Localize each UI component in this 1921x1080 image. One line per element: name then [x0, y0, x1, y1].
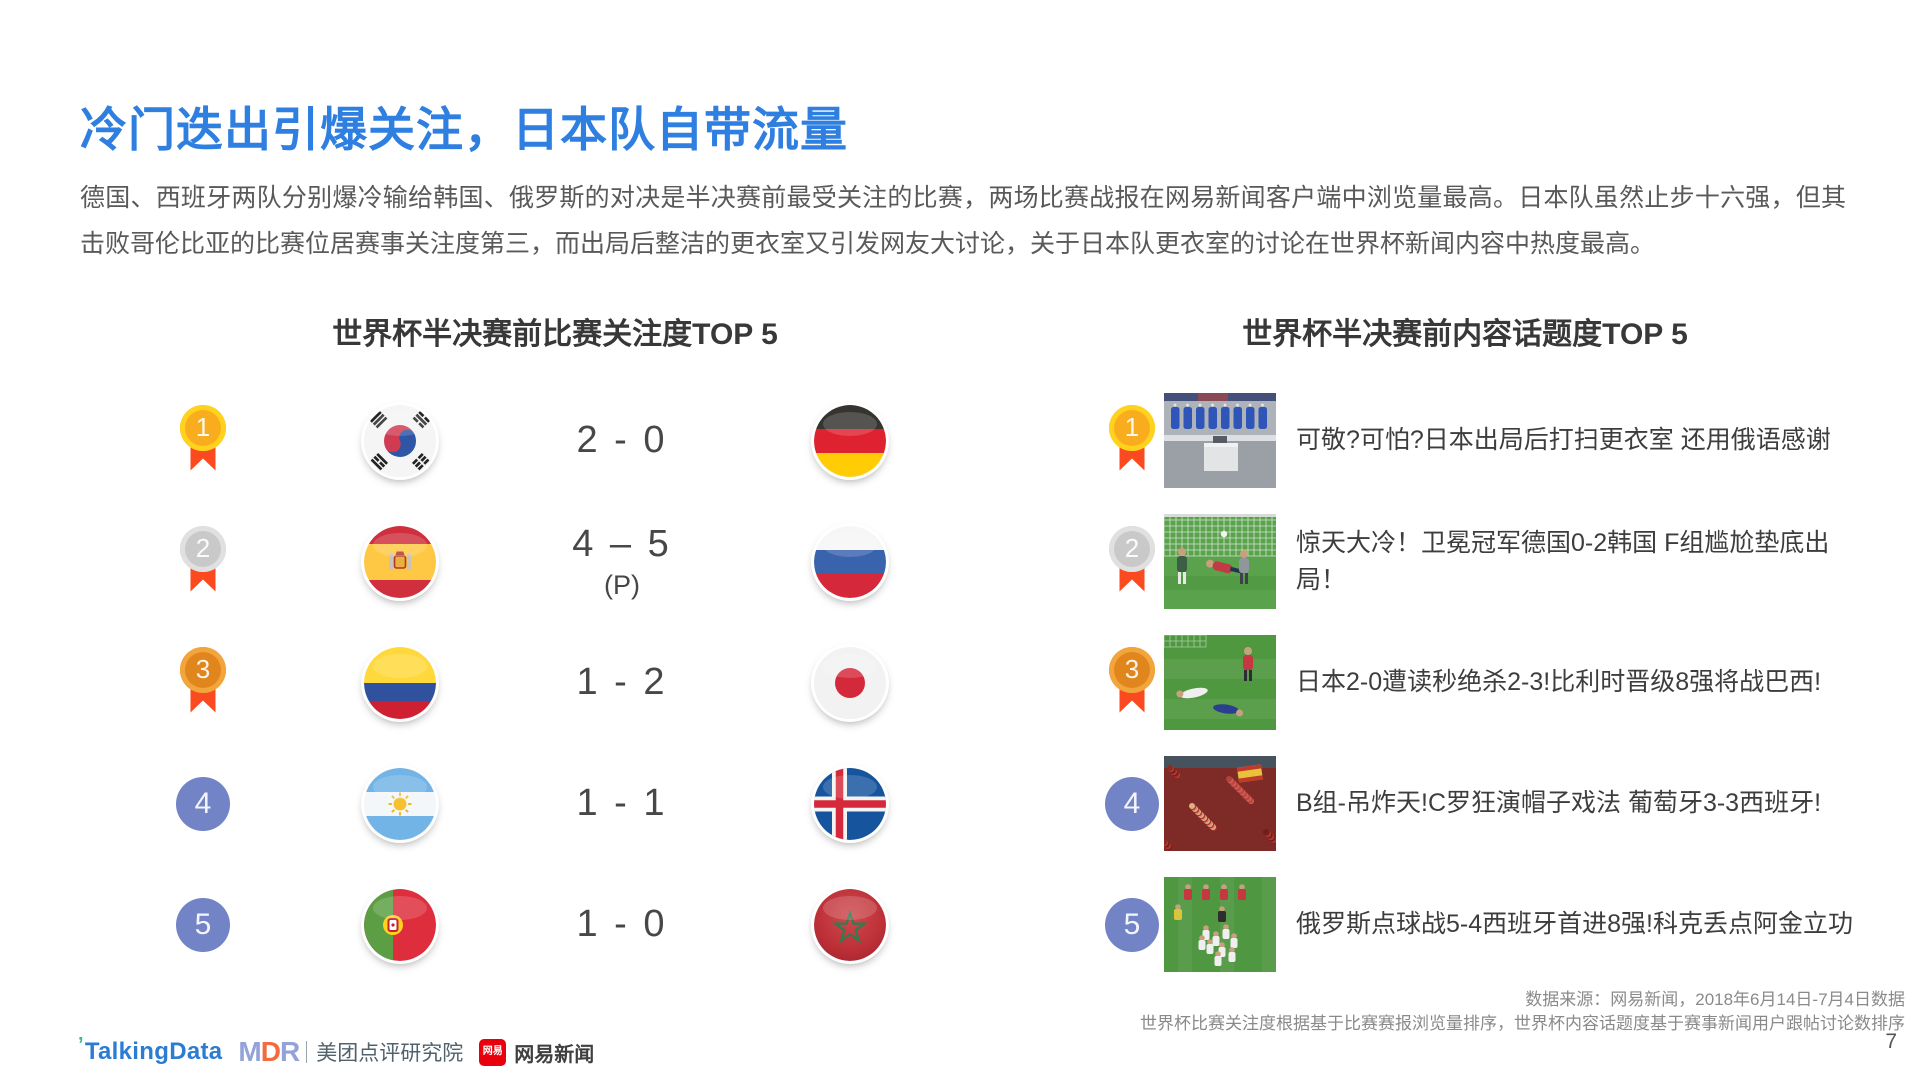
- mdr-letter-d: D: [260, 1036, 281, 1067]
- topic-headline: B组-吊炸天!C罗狂演帽子戏法 葡萄牙3-3西班牙!: [1296, 789, 1822, 817]
- page-title: 冷门迭出引爆关注，日本队自带流量: [80, 103, 848, 157]
- rank-number: 2: [180, 525, 226, 572]
- rank-badge: 4: [1105, 776, 1159, 831]
- rank-number: 2: [1109, 525, 1155, 572]
- topic-headline: 日本2-0遭读秒绝杀2-3!比利时晋级8强将战巴西!: [1296, 668, 1822, 696]
- topic-row: 2 惊天大冷！卫冕冠军德国0-2韩国 F组尴尬垫底出局！: [1100, 501, 1890, 622]
- rank-number: 4: [176, 776, 230, 831]
- topic-row: 3 日本2-0遭读秒绝杀2-3!比利时晋级8强将战巴西!: [1100, 622, 1890, 743]
- topic-headline: 可敬?可怕?日本出局后打扫更衣室 还用俄语感谢: [1296, 426, 1831, 454]
- rank-badge: 4: [176, 776, 230, 831]
- topic-ranking-panel: 世界杯半决赛前内容话题度TOP 5 1 可敬?可怕?日本出局后打扫更衣室 还用俄…: [1100, 312, 1890, 985]
- match-ranking-list: 1 2 - 0 2: [130, 380, 980, 985]
- meituan-institute-label: 美团点评研究院: [316, 1042, 464, 1065]
- topic-ranking-title: 世界杯半决赛前内容话题度TOP 5: [1242, 318, 1688, 351]
- rank-number: 1: [180, 404, 226, 451]
- rank-number: 5: [176, 897, 230, 952]
- japan-flag-icon: [814, 646, 886, 719]
- page-number: 7: [1885, 1030, 1897, 1053]
- match-row: 5 1 - 0: [130, 864, 980, 985]
- iceland-flag-icon: [814, 767, 886, 840]
- match-score: 1 - 2: [576, 661, 668, 703]
- spain-flag-icon: [364, 525, 436, 598]
- rank-number: 3: [180, 646, 226, 693]
- match-score: 1 - 1: [576, 782, 668, 824]
- topic-row: 4 B组-吊炸天!C罗狂演帽子戏法 葡萄牙3-3西班牙!: [1100, 743, 1890, 864]
- colombia-flag-icon: [364, 646, 436, 719]
- topic-headline: 惊天大冷！卫冕冠军德国0-2韩国 F组尴尬垫底出局！: [1296, 528, 1830, 594]
- netease-badge-icon: 网易: [479, 1038, 507, 1066]
- rank-medal-silver-icon: 2: [1106, 525, 1158, 598]
- mdr-meituan-logo: M D R 美团点评研究院: [238, 1036, 463, 1068]
- match-row: 4 1 - 1: [130, 743, 980, 864]
- rank-badge: 5: [1105, 897, 1159, 952]
- rank-number: 5: [1105, 897, 1159, 952]
- topic-headline: 俄罗斯点球战5-4西班牙首进8强!科克丢点阿金立功: [1296, 910, 1853, 938]
- morocco-flag-icon: [814, 888, 886, 961]
- portugal-flag-icon: [364, 888, 436, 961]
- russia-flag-icon: [814, 525, 886, 598]
- mdr-letter-r: R: [279, 1036, 300, 1067]
- intro-paragraph: 德国、西班牙两队分别爆冷输给韩国、俄罗斯的对决是半决赛前最受关注的比赛，两场比赛…: [80, 184, 1846, 258]
- match-ranking-panel: 世界杯半决赛前比赛关注度TOP 5 1 2 - 0: [130, 312, 980, 985]
- match-score: 1 - 0: [576, 903, 668, 945]
- rank-number: 4: [1105, 776, 1159, 831]
- locker-room-photo: [1164, 393, 1276, 488]
- match-row: 1 2 - 0: [130, 380, 980, 501]
- fallen-players-photo: [1164, 635, 1276, 730]
- topic-row: 1 可敬?可怕?日本出局后打扫更衣室 还用俄语感谢: [1100, 380, 1890, 501]
- data-source-line1: 数据来源：网易新闻，2018年6月14日-7月4日数据: [1525, 990, 1905, 1009]
- south-korea-flag-icon: [364, 404, 436, 477]
- argentina-flag-icon: [364, 767, 436, 840]
- celebration-photo: [1164, 877, 1276, 972]
- rank-medal-gold-icon: 1: [1106, 404, 1158, 477]
- match-row: 2 4 – 5 (P): [130, 501, 980, 622]
- score-note: (P): [604, 569, 640, 600]
- talkingdata-logo: ’ TalkingData: [78, 1034, 223, 1066]
- logo-divider: [306, 1041, 308, 1063]
- netease-news-label: 网易新闻: [514, 1043, 595, 1066]
- talkingdata-wordmark: TalkingData: [84, 1038, 223, 1065]
- netease-news-logo: 网易 网易新闻: [479, 1038, 594, 1067]
- match-row: 3 1 - 2: [130, 622, 980, 743]
- topic-row: 5 俄罗斯点球战5-4西班牙首进8强!科克丢点阿金立功: [1100, 864, 1890, 985]
- talkingdata-mark-icon: ’: [78, 1034, 84, 1056]
- germany-flag-icon: [814, 404, 886, 477]
- match-score: 4 – 5: [572, 522, 672, 565]
- goal-net-photo: [1164, 514, 1276, 609]
- rank-number: 3: [1109, 646, 1155, 693]
- match-score: 2 - 0: [576, 419, 668, 461]
- rank-medal-bronze-icon: 3: [1106, 646, 1158, 719]
- data-source-note: 数据来源：网易新闻，2018年6月14日-7月4日数据 世界杯比赛关注度根据基于…: [1140, 988, 1905, 1036]
- rank-number: 1: [1109, 404, 1155, 451]
- data-source-line2: 世界杯比赛关注度根据基于比赛赛报浏览量排序，世界杯内容话题度基于赛事新闻用户跟帖…: [1140, 1014, 1905, 1033]
- rank-badge: 5: [176, 897, 230, 952]
- mdr-letter-m: M: [238, 1036, 261, 1067]
- footer-logos: ’ TalkingData M D R 美团点评研究院 网易 网易新闻: [78, 1034, 594, 1068]
- topic-ranking-list: 1 可敬?可怕?日本出局后打扫更衣室 还用俄语感谢 2 惊天大冷！卫冕冠军德国0…: [1100, 380, 1890, 985]
- rank-medal-gold-icon: 1: [177, 404, 229, 477]
- rank-medal-silver-icon: 2: [177, 525, 229, 598]
- red-crowd-photo: [1164, 756, 1276, 851]
- rank-medal-bronze-icon: 3: [177, 646, 229, 719]
- match-ranking-title: 世界杯半决赛前比赛关注度TOP 5: [332, 318, 778, 351]
